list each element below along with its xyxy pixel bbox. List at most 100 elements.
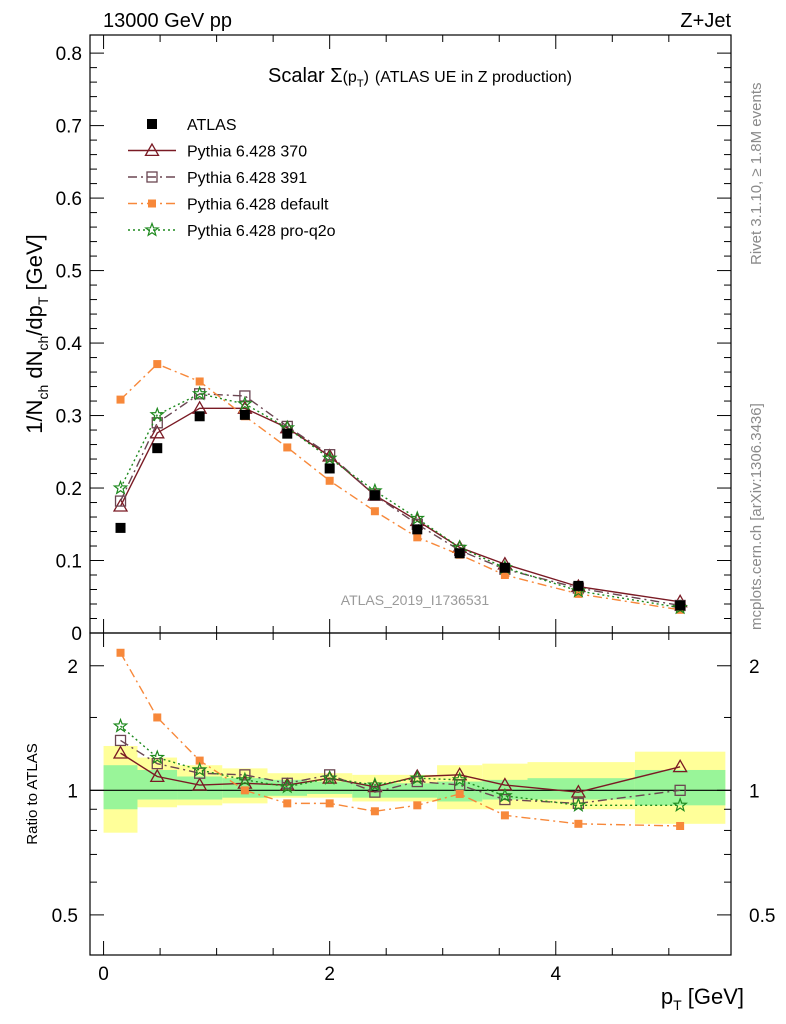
series-3-ratio-point-7 xyxy=(413,801,422,810)
series-2-ratio-point-4 xyxy=(281,777,293,789)
side-label-mcplots: mcplots.cern.ch [arXiv:1306.3436] xyxy=(748,403,765,630)
series-3-point-7 xyxy=(413,533,422,542)
series-0-point-2 xyxy=(194,411,205,422)
main-panel-ticks: 0 0.1 0.2 0.3 0.4 0.5 0.6 0.7 0.8 0 2 4 xyxy=(56,35,731,985)
series-2-ratio-point-9 xyxy=(499,793,511,806)
series-0-point-6 xyxy=(369,490,380,501)
series-3-point-2 xyxy=(195,377,204,386)
series-4-point-7 xyxy=(409,510,426,526)
series-4-ratio-point-7 xyxy=(409,769,426,785)
y-tick-label-6: 0.6 xyxy=(56,189,82,210)
series-1-ratio-point-11 xyxy=(672,758,688,773)
series-3-point-1 xyxy=(153,360,162,369)
series-3-point-4 xyxy=(283,443,292,452)
series-1-point-1 xyxy=(149,425,165,439)
series-1-ratio-line xyxy=(120,752,681,793)
series-3-point-5 xyxy=(325,476,334,485)
series-1-ratio-point-10 xyxy=(570,784,587,798)
ratio-tick-label-1: 1 xyxy=(67,781,78,802)
header-left: 13000 GeV pp xyxy=(103,10,232,32)
series-0-point-10 xyxy=(573,580,584,591)
title-rest: (ATLAS UE in Z production) xyxy=(375,69,572,86)
series-4-line xyxy=(119,393,681,609)
series-3-ratio-point-0 xyxy=(116,648,125,657)
series-1-ratio-point-0 xyxy=(112,745,129,759)
series-4-point-5 xyxy=(321,450,338,465)
series-0-point-9 xyxy=(499,562,510,573)
ratio-uncertainty-bands xyxy=(90,745,731,833)
series-2-ratio-point-1 xyxy=(151,758,163,770)
series-0-point-7 xyxy=(412,524,423,535)
series-3-ratio-point-11 xyxy=(676,821,685,830)
y-tick-label-1: 0.1 xyxy=(56,552,82,573)
title-close: ) xyxy=(364,69,369,86)
ratio-panel-frame xyxy=(89,632,732,956)
y-tick-label-4: 0.4 xyxy=(56,334,83,355)
band-green-2 xyxy=(177,776,223,800)
series-4-point-2 xyxy=(191,385,208,401)
series-3-ratio-point-9 xyxy=(500,811,509,820)
series-3-ratio-line xyxy=(119,652,681,827)
legend-marker-4 xyxy=(144,221,160,237)
title-main: Scalar Σ xyxy=(268,65,343,87)
y-tick-label-7: 0.7 xyxy=(56,117,82,138)
legend-label-2: Pythia 6.428 391 xyxy=(187,170,307,187)
legend-marker-1 xyxy=(144,142,160,157)
x-tick-label-1: 2 xyxy=(324,964,335,985)
ratio-tick-label-right-2: 2 xyxy=(749,657,760,678)
series-0-point-0 xyxy=(115,522,126,533)
legend-label-1: Pythia 6.428 370 xyxy=(187,144,307,161)
series-0-point-1 xyxy=(152,443,163,454)
ratio-tick-label-right-0: 0.5 xyxy=(749,906,775,927)
legend-label-4: Pythia 6.428 pro-q2o xyxy=(187,223,336,240)
y-tick-label-5: 0.5 xyxy=(56,262,82,283)
series-2-ratio-point-7 xyxy=(411,775,423,788)
y-tick-label-8: 0.8 xyxy=(56,44,82,65)
series-1-line xyxy=(119,407,681,603)
series-0-point-5 xyxy=(324,463,335,474)
series-3-ratio-point-6 xyxy=(370,807,379,816)
series-4-point-1 xyxy=(149,406,166,422)
band-green-1 xyxy=(137,769,178,800)
series-3-ratio-point-8 xyxy=(455,789,464,798)
series-0-point-4 xyxy=(282,428,293,439)
x-axis-label: pT [GeV] xyxy=(661,984,744,1013)
series-2-line xyxy=(119,393,681,607)
analysis-watermark: ATLAS_2019_I1736531 xyxy=(341,592,490,608)
legend-label-0: ATLAS xyxy=(187,117,237,134)
series-0-point-3 xyxy=(239,409,250,420)
series-3-ratio-point-2 xyxy=(195,756,204,765)
series-3-point-6 xyxy=(370,507,379,516)
series-4-ratio-point-8 xyxy=(451,771,468,787)
series-1-ratio-point-2 xyxy=(192,777,208,791)
series-2-ratio-point-0 xyxy=(114,734,127,747)
series-4-point-3 xyxy=(237,395,253,411)
series-4-ratio-point-4 xyxy=(279,778,296,794)
series-1-point-0 xyxy=(112,498,129,512)
series-3-ratio-point-1 xyxy=(153,713,162,722)
ratio-tick-label-right-1: 1 xyxy=(749,781,760,802)
series-1-ratio-point-5 xyxy=(322,770,338,784)
series-3-point-9 xyxy=(500,571,509,580)
legend-marker-3 xyxy=(148,199,156,208)
y-tick-label-2: 0.2 xyxy=(56,479,82,500)
x-tick-label-0: 0 xyxy=(98,964,109,985)
side-label-rivet: Rivet 3.1.10, ≥ 1.8M events xyxy=(748,83,765,266)
series-4-ratio-point-11 xyxy=(672,797,688,812)
series-0-point-11 xyxy=(675,600,686,611)
header-right: Z+Jet xyxy=(680,10,731,32)
series-4-ratio-point-3 xyxy=(237,771,253,787)
series-2-ratio-line xyxy=(120,739,681,805)
series-2-point-0 xyxy=(114,495,127,507)
title-paren: (p xyxy=(343,69,357,86)
y-tick-label-0: 0 xyxy=(71,624,82,645)
series-4-point-0 xyxy=(112,479,129,495)
series-3-ratio-point-10 xyxy=(574,819,583,828)
ratio-panel-ticks: 0.5 0.5 1 1 2 2 xyxy=(52,657,776,927)
series-2-ratio-point-5 xyxy=(324,769,336,781)
legend-marker-2 xyxy=(146,171,158,183)
series-1-ratio-point-1 xyxy=(149,768,165,783)
ratio-series-group xyxy=(112,648,688,830)
series-2-ratio-point-3 xyxy=(239,769,251,781)
